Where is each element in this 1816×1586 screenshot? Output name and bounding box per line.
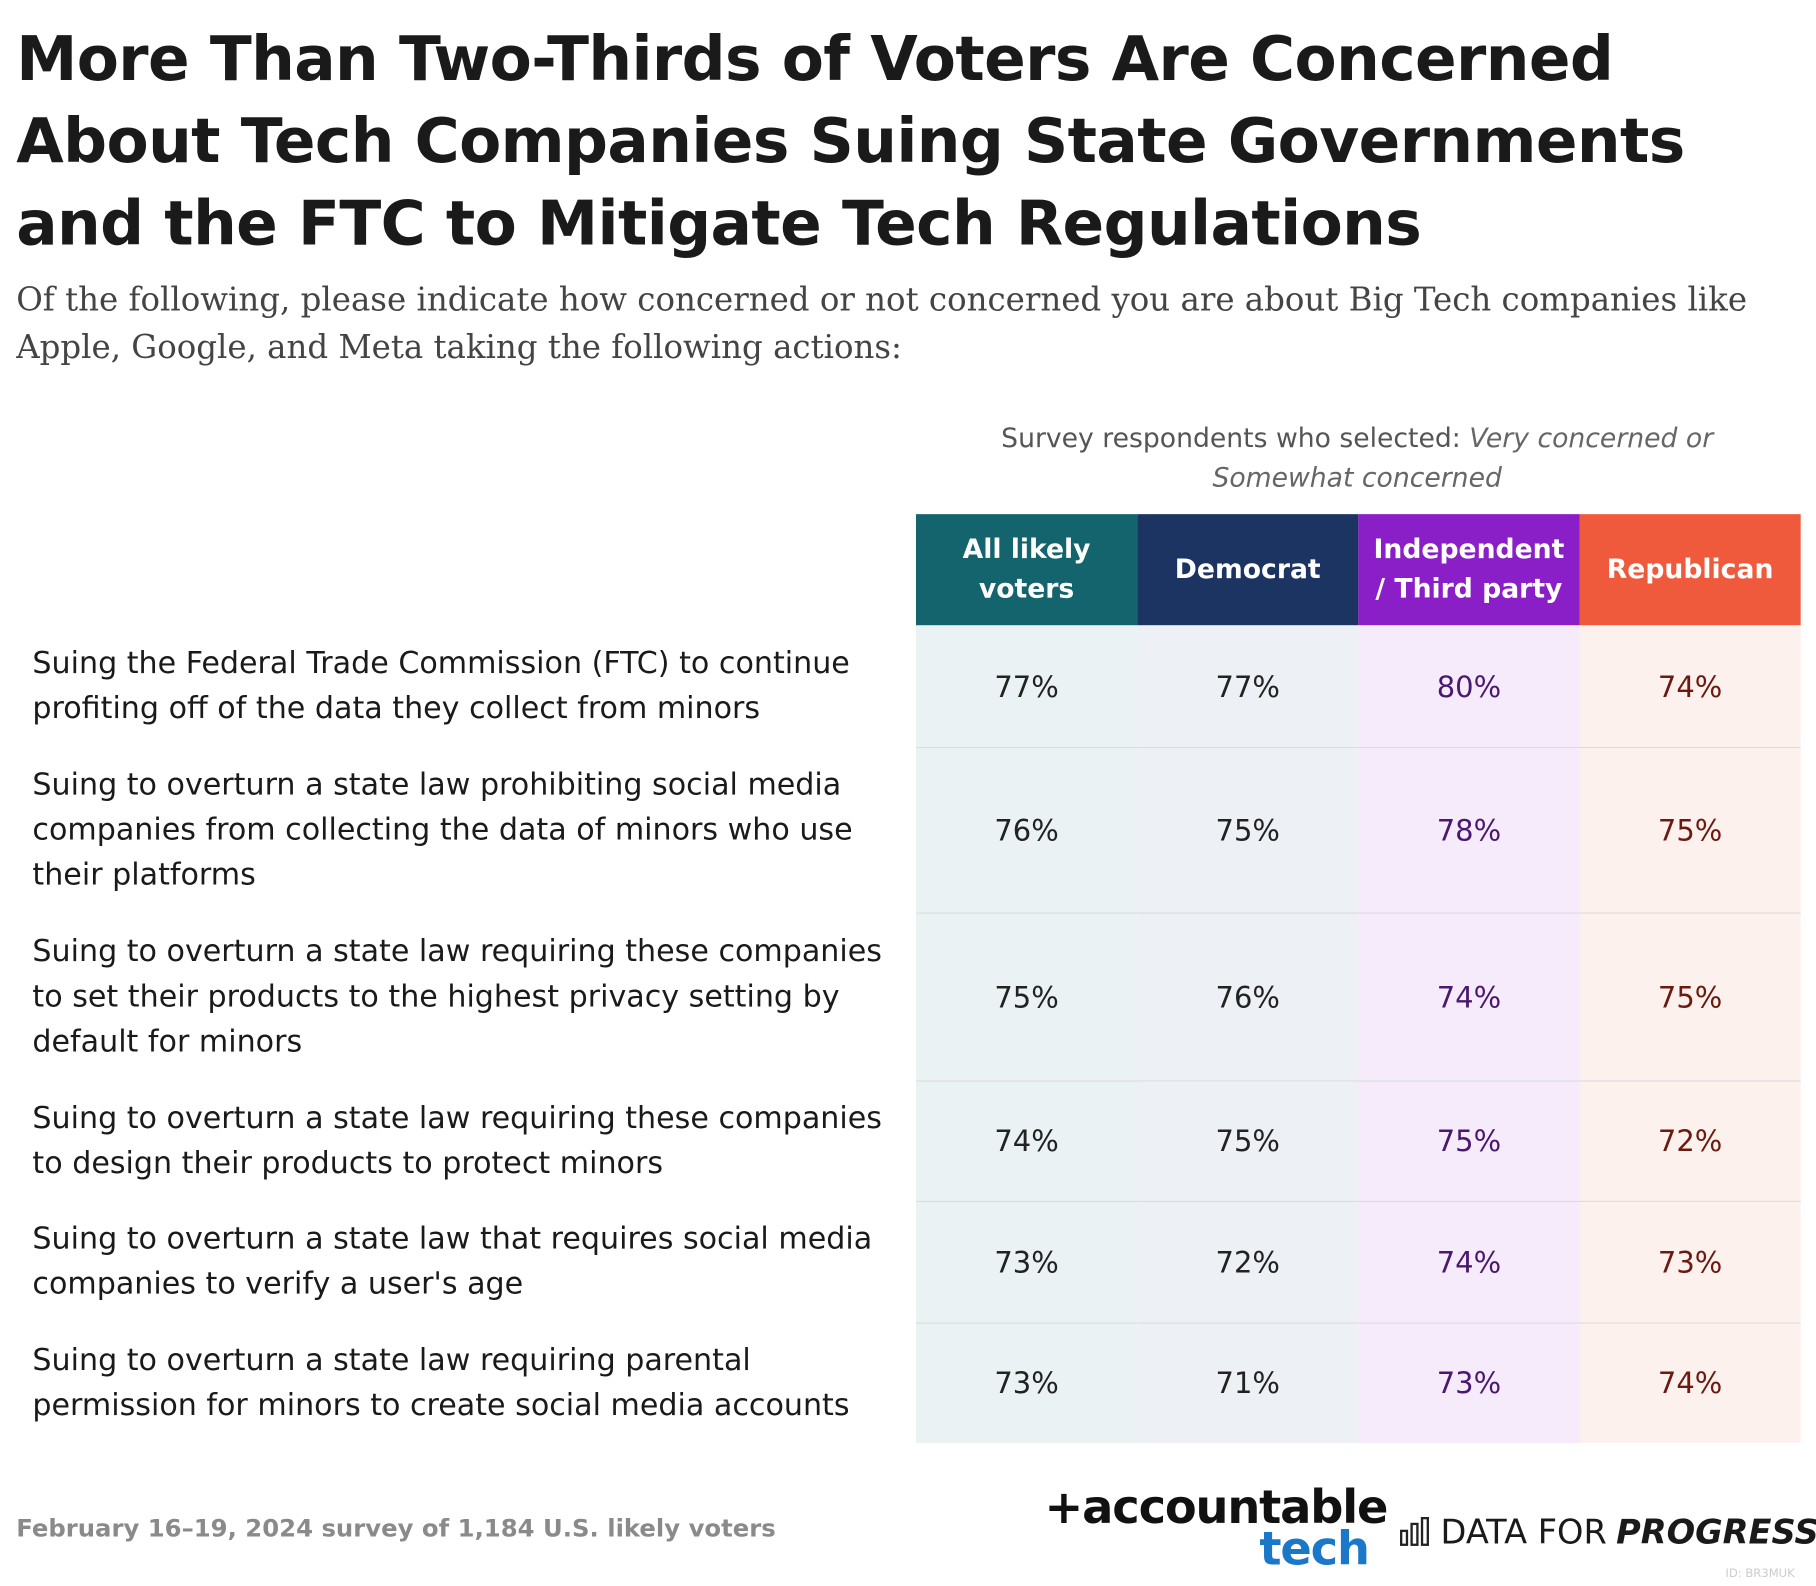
note-prefix: Survey respondents who selected: [1001, 423, 1461, 454]
table-cell: 72% [1137, 1200, 1359, 1323]
logo-text: DATA FOR [1440, 1512, 1607, 1552]
column-header: Independent / Third party [1358, 514, 1580, 626]
table-cell: 74% [1358, 1200, 1580, 1323]
table-cell: 71% [1137, 1322, 1359, 1443]
table-cell: 73% [1579, 1200, 1801, 1323]
table-note: Survey respondents who selected: Very co… [950, 419, 1765, 498]
subtitle: Of the following, please indicate how co… [16, 280, 1748, 366]
table-cell: 76% [1137, 912, 1359, 1081]
logo-text: PROGRESS [1616, 1512, 1816, 1552]
table-cell: 75% [1579, 912, 1801, 1081]
table-cell: 73% [915, 1200, 1138, 1323]
column-header: All likely voters [915, 514, 1138, 626]
title: More Than Two-Thirds of Voters Are Conce… [16, 24, 1685, 260]
logo-dfp: DATA FOR PROGRESS [1399, 1512, 1816, 1552]
logo-accountable: +accountable tech [1044, 1481, 1389, 1577]
logo-icon [1400, 1516, 1429, 1546]
row-label: Suing to overturn a state law requiring … [32, 1100, 882, 1181]
table-cell: 75% [1137, 1080, 1359, 1201]
table-cell: 77% [1137, 625, 1359, 747]
table-cell: 80% [1358, 625, 1580, 747]
note-italic: Very concerned or Somewhat concerned [1212, 423, 1714, 494]
table-cell: 76% [915, 746, 1138, 913]
table-cell: 78% [1358, 746, 1580, 913]
row-label: Suing to overturn a state law requiring … [32, 1342, 850, 1423]
row-label: Suing to overturn a state law requiring … [32, 933, 882, 1059]
row-label: Suing to overturn a state law that requi… [32, 1221, 873, 1302]
table-cell: 74% [1358, 912, 1580, 1081]
row-label: Suing to overturn a state law prohibitin… [32, 767, 853, 893]
table-cell: 72% [1579, 1080, 1801, 1201]
table-cell: 73% [915, 1322, 1138, 1443]
table-cell: 74% [915, 1080, 1138, 1201]
row-label: Suing the Federal Trade Commission (FTC)… [32, 646, 850, 727]
source-note: February 16–19, 2024 survey of 1,184 U.S… [16, 1514, 776, 1543]
table-cell: 75% [1358, 1080, 1580, 1201]
table-cell: 75% [915, 912, 1138, 1081]
chart-id: ID: BR3MUK [1725, 1567, 1795, 1581]
logo-text: tech [1259, 1522, 1370, 1577]
table-cell: 74% [1579, 625, 1801, 747]
table-cell: 77% [915, 625, 1138, 747]
column-header: Republican [1579, 514, 1801, 626]
table-cell: 75% [1579, 746, 1801, 913]
column-header: Democrat [1137, 514, 1359, 626]
table-cell: 74% [1579, 1322, 1801, 1443]
table-cell: 73% [1358, 1322, 1580, 1443]
logo-text: +accountable [1044, 1481, 1389, 1535]
table-cell: 75% [1137, 746, 1359, 913]
